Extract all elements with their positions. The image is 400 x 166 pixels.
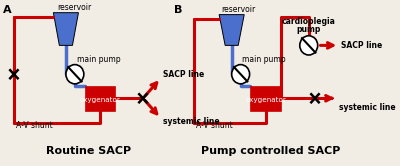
Text: reservoir: reservoir: [57, 3, 91, 12]
Text: B: B: [174, 5, 183, 15]
Bar: [250, 86, 281, 111]
Circle shape: [300, 36, 318, 55]
Text: oxygenator: oxygenator: [80, 97, 120, 103]
Circle shape: [66, 65, 84, 84]
Text: A-V shunt: A-V shunt: [16, 121, 52, 130]
Text: Pump controlled SACP: Pump controlled SACP: [200, 146, 340, 156]
Text: SACP line: SACP line: [341, 41, 382, 50]
Text: main pump: main pump: [77, 55, 120, 64]
Text: systemic line: systemic line: [163, 117, 219, 126]
Text: cardioplegia: cardioplegia: [282, 17, 336, 26]
Text: oxygenator: oxygenator: [245, 97, 286, 103]
Text: pump: pump: [296, 25, 321, 34]
Circle shape: [232, 65, 250, 84]
Bar: [85, 86, 115, 111]
Text: main pump: main pump: [242, 55, 286, 64]
Text: A-V shunt: A-V shunt: [196, 121, 232, 130]
Text: SACP line: SACP line: [163, 70, 204, 79]
Text: systemic line: systemic line: [339, 103, 396, 112]
Polygon shape: [219, 15, 244, 45]
Text: reservoir: reservoir: [221, 5, 255, 14]
Text: A: A: [3, 5, 12, 15]
Text: Routine SACP: Routine SACP: [46, 146, 131, 156]
Polygon shape: [53, 13, 78, 45]
